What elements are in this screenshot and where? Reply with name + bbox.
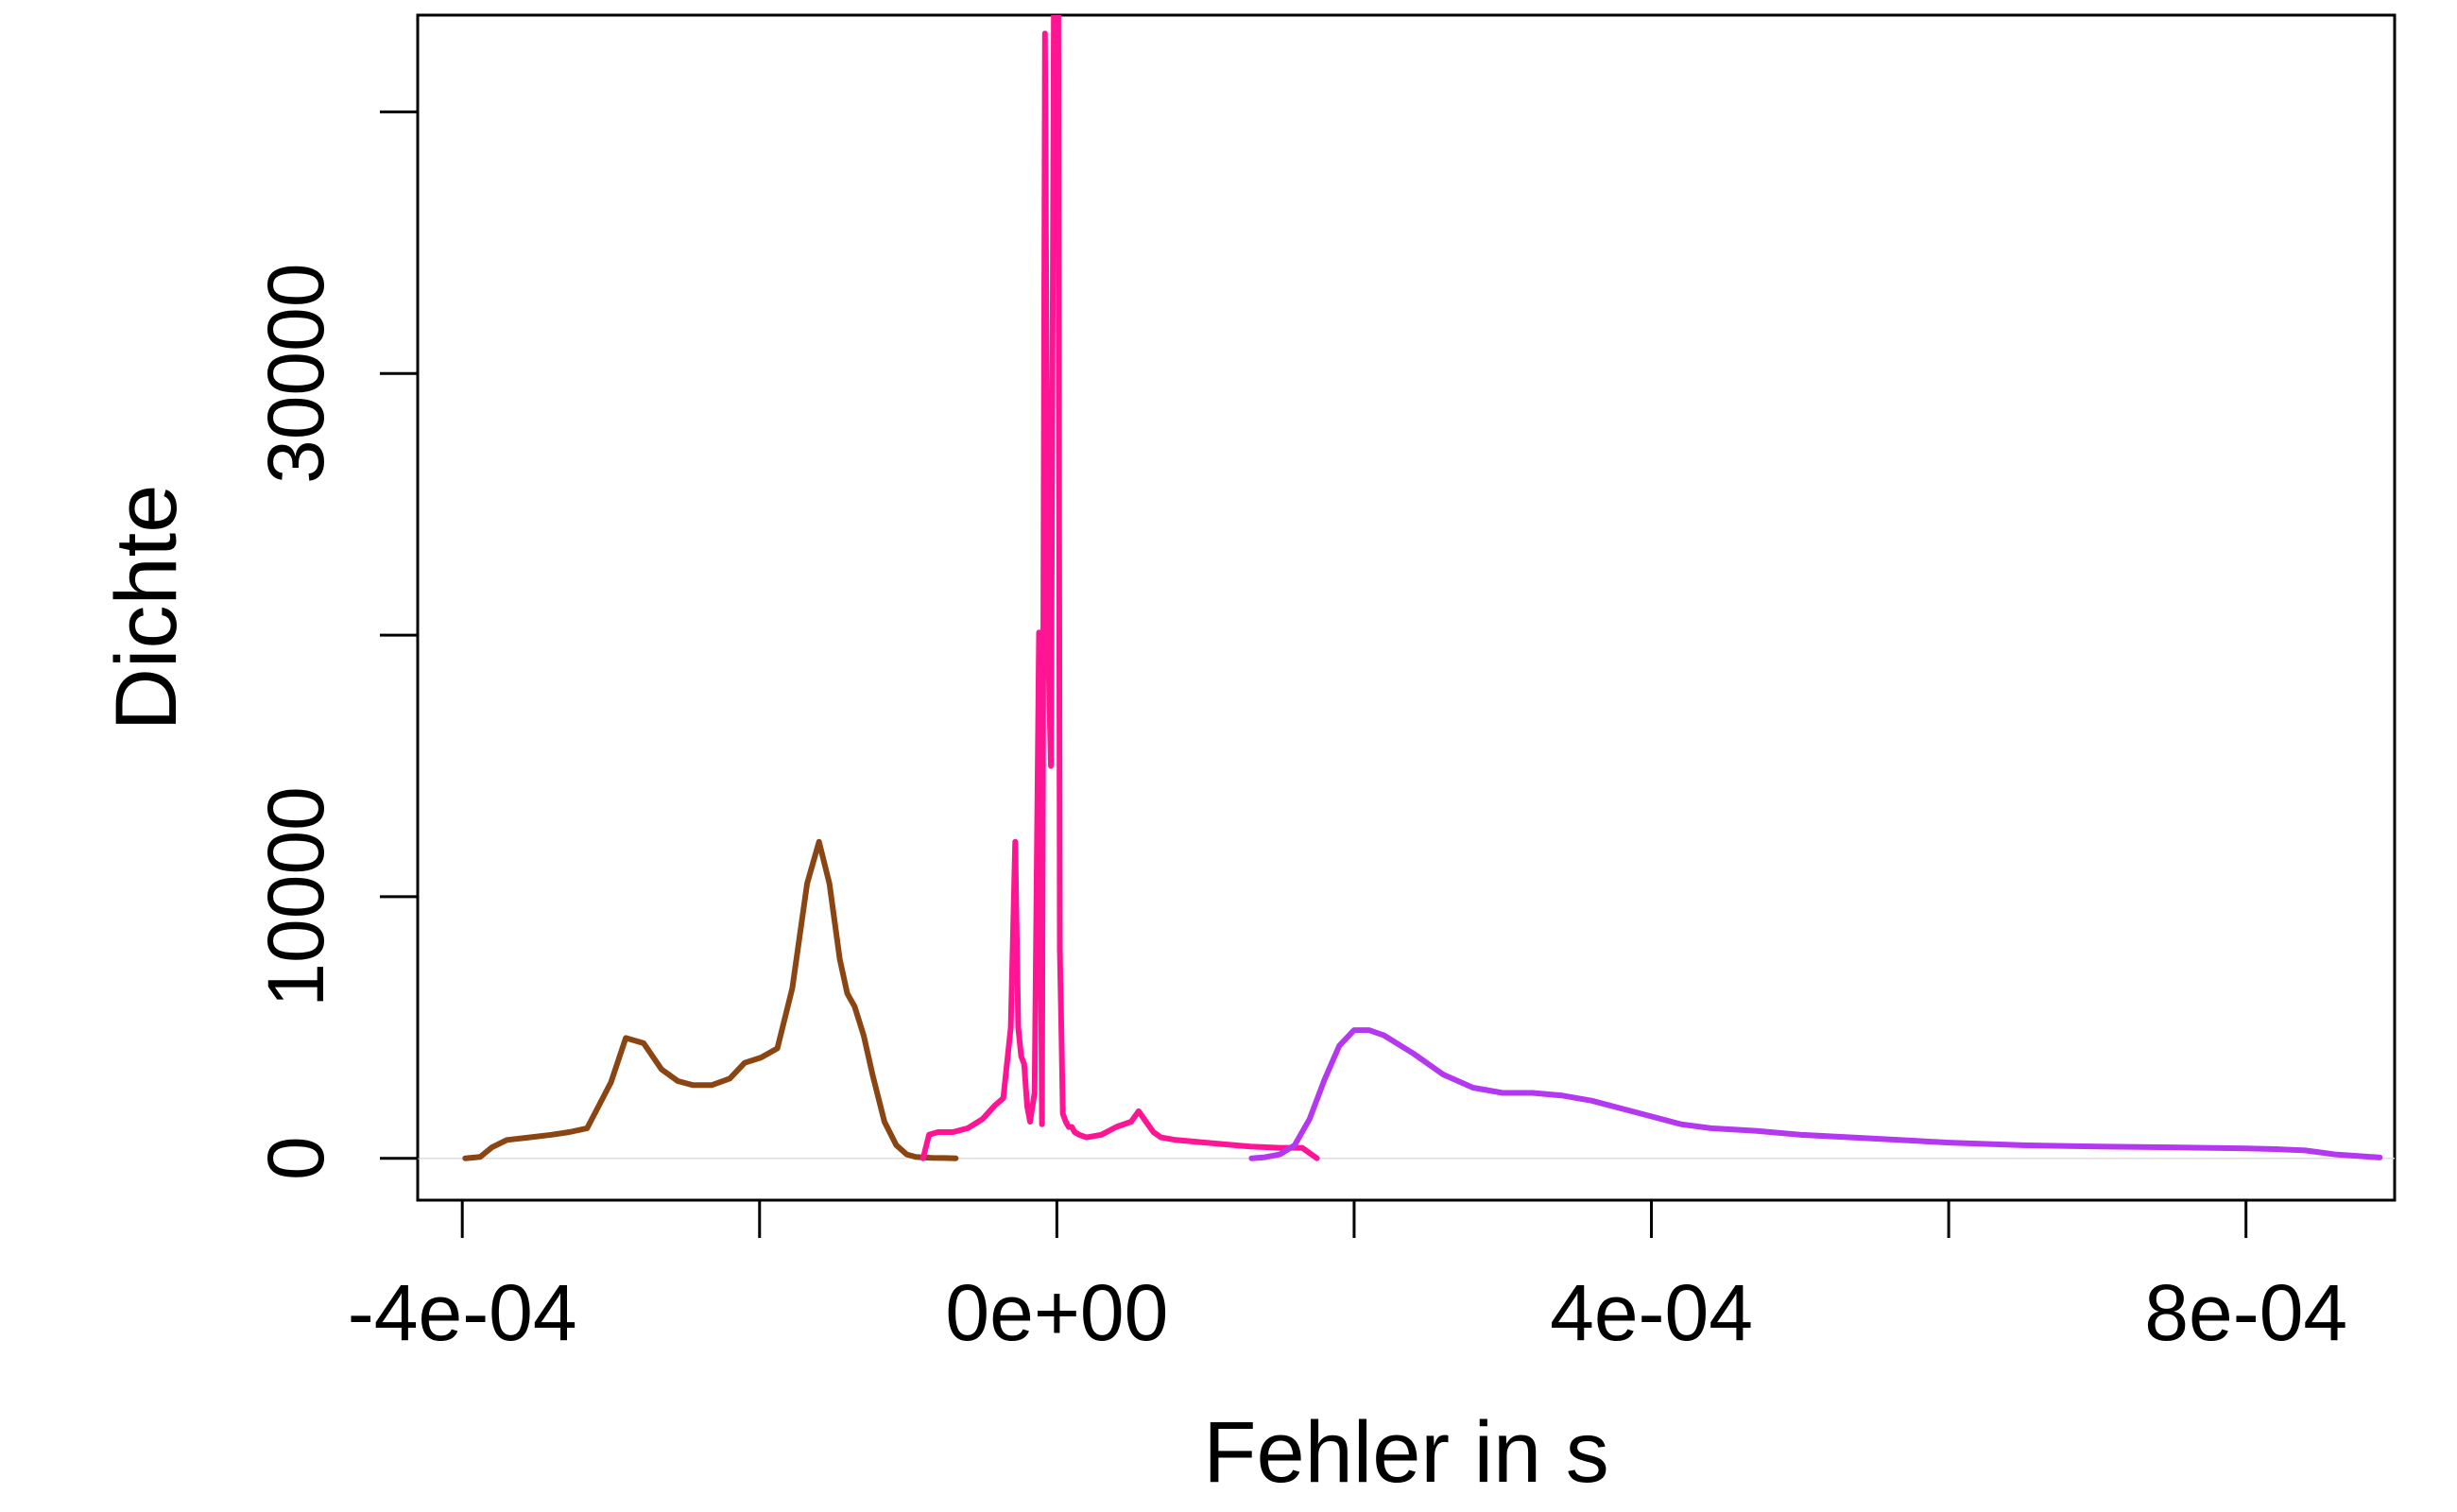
- y-tick-label-0: 0: [251, 1136, 340, 1180]
- y-tick-label-3: 30000: [251, 263, 340, 484]
- plot-frame: [416, 13, 2397, 1202]
- y-axis: 0 10000 30000: [251, 110, 420, 1180]
- x-tick-label-6: 8e-04: [2144, 1268, 2347, 1357]
- x-tick-label-0: -4e-04: [348, 1268, 577, 1357]
- x-axis: -4e-04 0e+00 4e-04 8e-04: [348, 1198, 2347, 1357]
- series-line-1: [462, 838, 959, 1161]
- y-tick-label-1: 10000: [251, 786, 340, 1007]
- x-axis-title: Fehler in s: [1203, 1404, 1609, 1501]
- y-axis-title: Dichte: [98, 485, 195, 731]
- series-layer: [418, 15, 2395, 1161]
- series-line-3: [1248, 1027, 2383, 1161]
- x-tick-label-2: 0e+00: [945, 1268, 1168, 1357]
- series-line-2: [919, 15, 1320, 1161]
- x-tick-label-4: 4e-04: [1550, 1268, 1753, 1357]
